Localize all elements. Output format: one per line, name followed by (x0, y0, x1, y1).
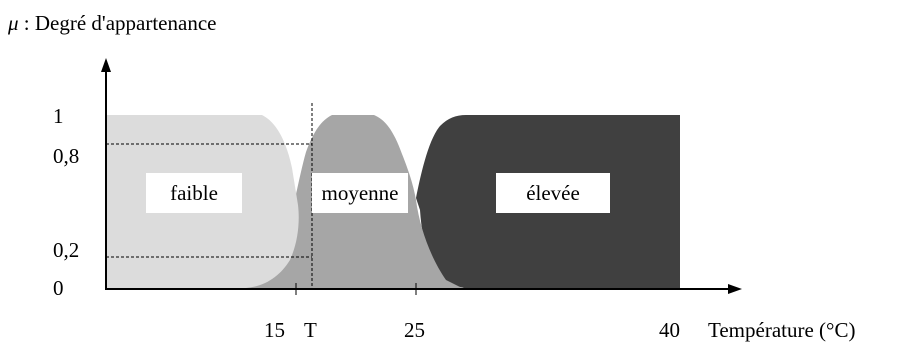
x-tick-15: 15 (264, 318, 285, 342)
y-axis-arrow-icon (101, 58, 111, 72)
y-tick-1: 1 (53, 104, 64, 128)
set-label-moyenne: moyenne (312, 173, 408, 213)
x-tick-T: T (304, 318, 317, 342)
set-label-faible: faible (146, 173, 242, 213)
y-tick-0-8: 0,8 (53, 144, 80, 168)
x-axis-arrow-icon (728, 284, 742, 294)
y-axis-title-text: : Degré d'appartenance (18, 11, 217, 35)
mu-symbol: μ (8, 11, 19, 35)
y-axis-title: μ : Degré d'appartenance (8, 11, 216, 36)
y-tick-0-2: 0,2 (53, 238, 80, 262)
x-tick-40: 40 (659, 318, 680, 342)
set-label-elevee: élevée (496, 173, 610, 213)
x-tick-25: 25 (404, 318, 425, 342)
x-axis-label: Température (°C) (708, 318, 856, 342)
y-tick-0: 0 (53, 276, 64, 300)
